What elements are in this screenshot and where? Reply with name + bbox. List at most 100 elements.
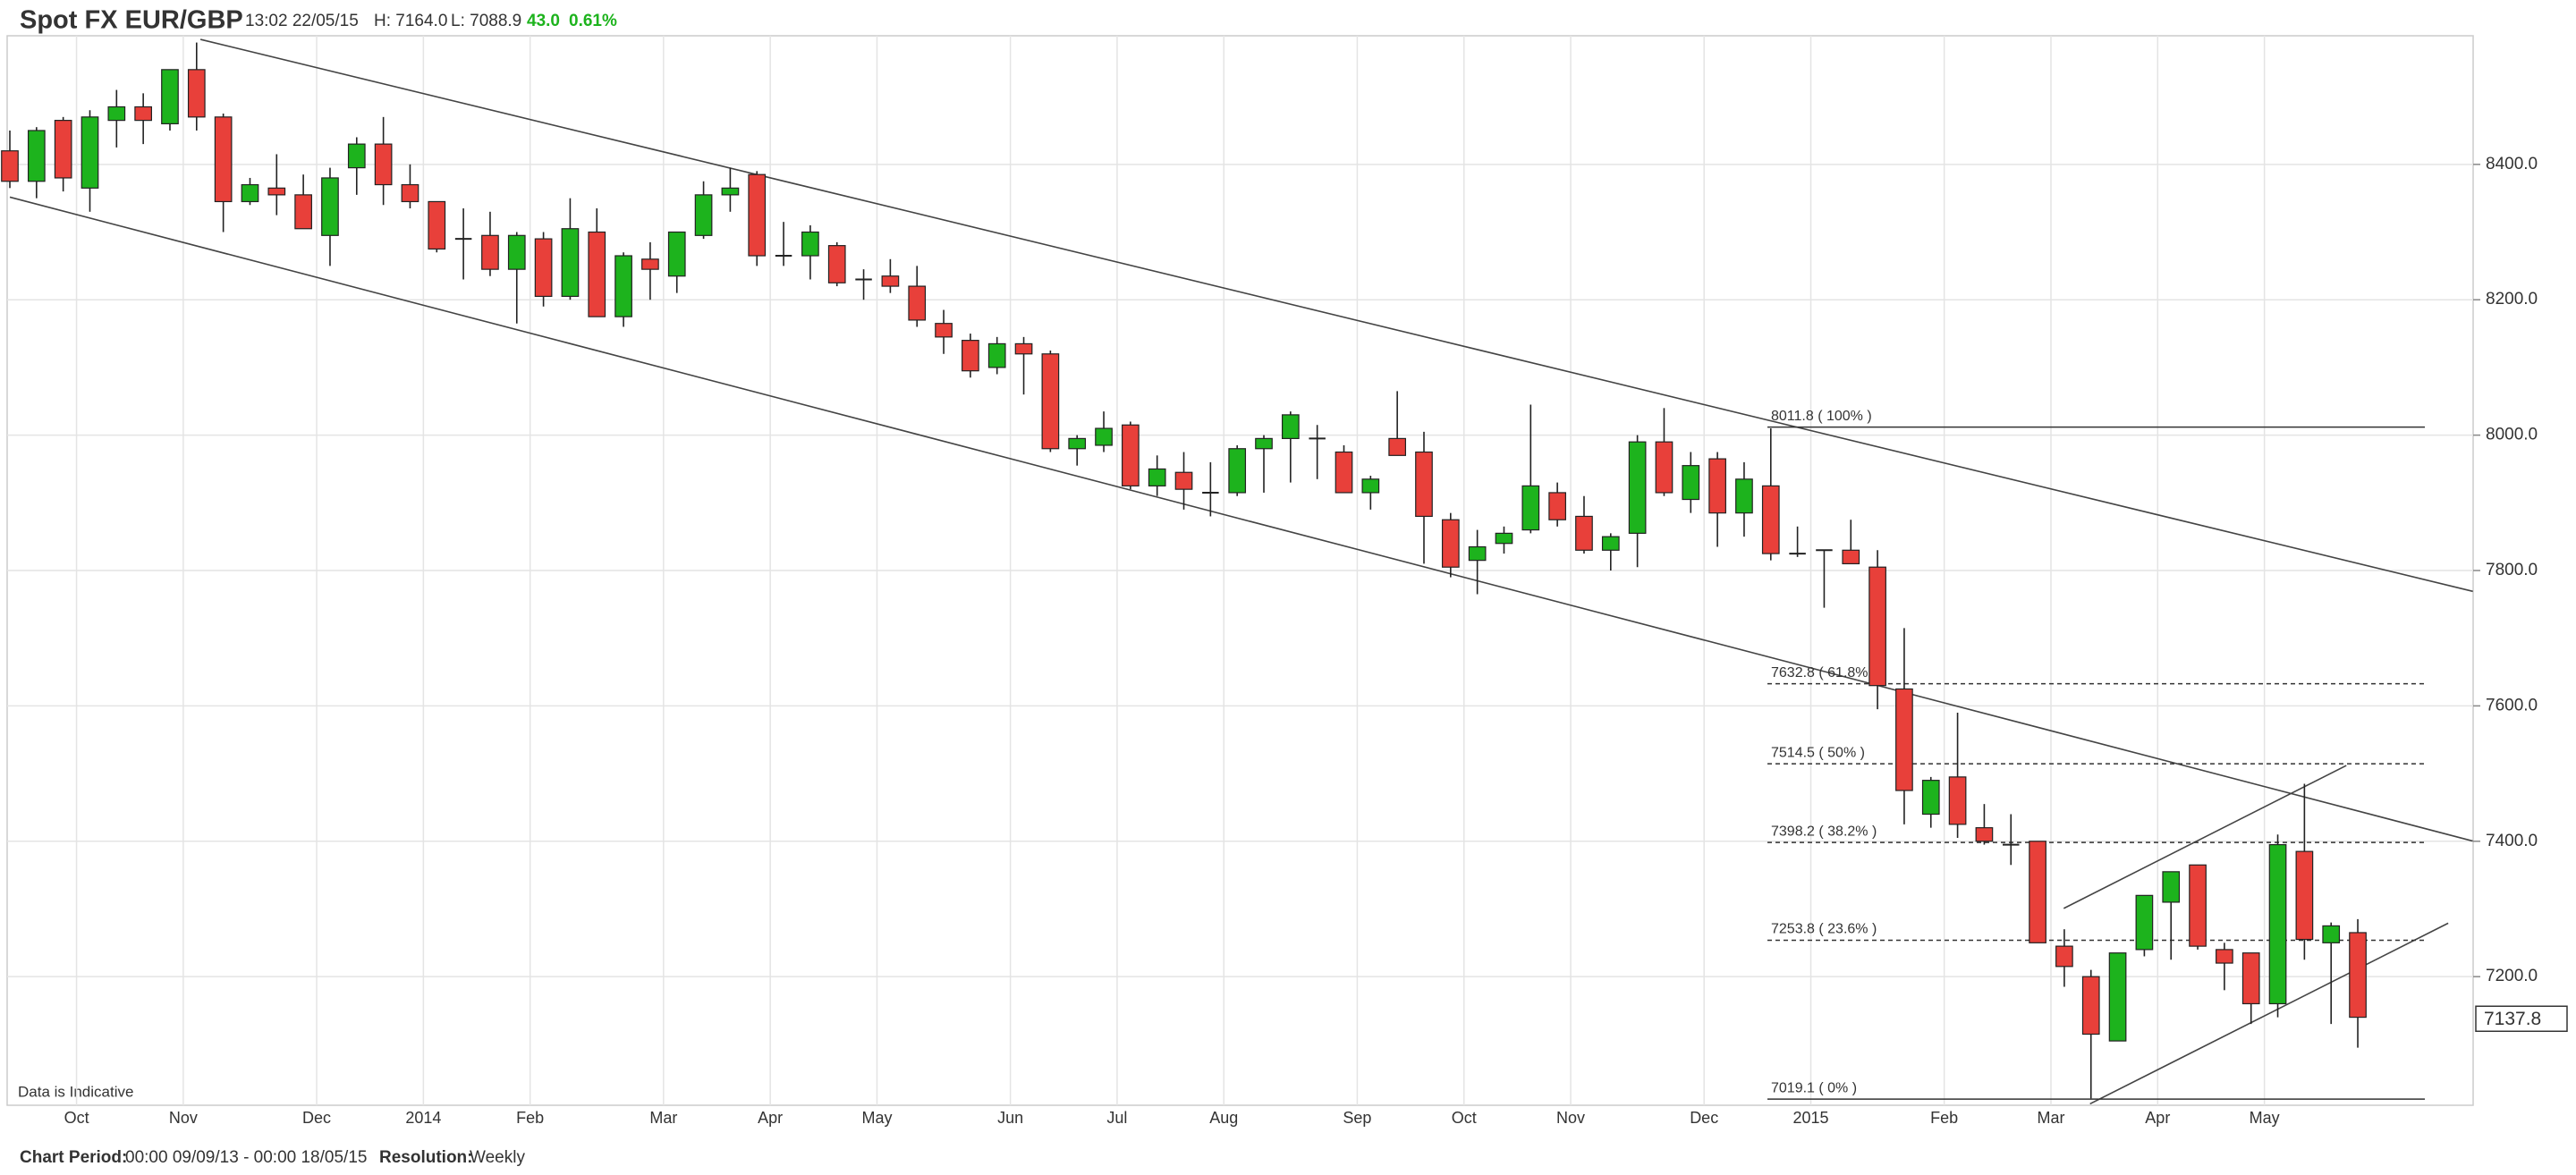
x-tick-label: Oct: [64, 1109, 89, 1127]
chart-title: Spot FX EUR/GBP: [20, 6, 243, 35]
candle-body: [1281, 414, 1300, 439]
low-label: L: 7088.9: [451, 12, 521, 30]
y-tick-label: 8000.0: [2486, 426, 2538, 444]
candle-body: [987, 342, 1006, 368]
candle-body: [1975, 827, 1994, 842]
candle-body: [721, 187, 740, 196]
candle-body: [1628, 441, 1647, 534]
candle-body: [588, 231, 606, 317]
candle-body: [1495, 532, 1513, 545]
candle-body: [2189, 864, 2207, 947]
x-tick-label: Jun: [997, 1109, 1023, 1127]
x-tick-label: Nov: [169, 1109, 198, 1127]
candle-body: [187, 69, 206, 118]
y-tick-label: 7600.0: [2486, 696, 2538, 714]
y-tick-label: 7400.0: [2486, 832, 2538, 850]
candle-body: [1255, 437, 1273, 450]
candle-body: [801, 231, 819, 257]
y-tick-label: 8200.0: [2486, 290, 2538, 309]
x-tick-label: Apr: [2145, 1109, 2170, 1127]
candle-body: [1441, 519, 1460, 568]
change: 43.0: [527, 12, 560, 30]
trend-line: [2063, 765, 2347, 909]
x-tick-label: May: [861, 1109, 892, 1127]
candle-body: [2241, 952, 2260, 1005]
candle-body: [908, 285, 927, 321]
x-tick-label: Oct: [1452, 1109, 1477, 1127]
x-tick-label: 2015: [1793, 1109, 1829, 1127]
trend-line: [199, 38, 2473, 593]
candle-body: [1842, 549, 1860, 565]
candle-body: [1735, 478, 1753, 514]
candle-body: [561, 228, 580, 298]
x-tick-label: Feb: [1930, 1109, 1958, 1127]
candle-body: [1601, 536, 1620, 551]
candle-body: [1415, 451, 1433, 518]
candle-body: [2349, 932, 2367, 1019]
candle-body: [161, 69, 179, 125]
candle-body: [1468, 545, 1487, 562]
candle-body: [2029, 841, 2046, 943]
candle-body: [1895, 688, 1913, 791]
candle-body: [2081, 976, 2100, 1036]
candle-body: [401, 183, 419, 203]
resolution: Weekly: [470, 1148, 525, 1167]
candle-body: [1, 150, 19, 182]
y-tick-label: 7200.0: [2486, 967, 2538, 985]
candle-body: [534, 238, 553, 298]
candle-body: [1548, 492, 1566, 520]
fib-label: 7514.5 ( 50% ): [1771, 745, 1865, 760]
candle-body: [374, 143, 393, 186]
candle-body: [881, 275, 900, 287]
candle-body: [1148, 468, 1166, 486]
candle-body: [80, 116, 99, 189]
fib-label: 8011.8 ( 100% ): [1771, 409, 1872, 424]
candle-body: [267, 187, 286, 196]
period: 00:00 09/09/13 - 00:00 18/05/15: [125, 1148, 367, 1167]
candle-body: [694, 194, 713, 236]
fib-label: 7398.2 ( 38.2% ): [1771, 824, 1877, 839]
candle-body: [1361, 478, 1380, 494]
candle-body: [54, 120, 72, 179]
x-tick-label: Dec: [1690, 1109, 1718, 1127]
candle-body: [214, 116, 233, 203]
candle-body: [1122, 424, 1140, 486]
candle-body: [1921, 780, 1940, 816]
candle-body: [2055, 945, 2073, 968]
x-tick-label: May: [2250, 1109, 2280, 1127]
candle-body: [321, 177, 339, 236]
candle-body: [1228, 448, 1247, 494]
x-tick-label: Mar: [649, 1109, 677, 1127]
candle-body: [1708, 458, 1726, 514]
candle-body: [2135, 894, 2154, 951]
candle-body: [1948, 776, 1967, 825]
candle-body: [1014, 342, 1033, 355]
candle-body: [2162, 871, 2181, 903]
x-tick-label: Dec: [302, 1109, 331, 1127]
x-tick-label: 2014: [405, 1109, 441, 1127]
candle-body: [1041, 353, 1060, 450]
candle-body: [347, 143, 366, 169]
candle-body: [2322, 925, 2341, 943]
x-tick-label: Sep: [1343, 1109, 1371, 1127]
x-tick-label: Nov: [1556, 1109, 1585, 1127]
candle-body: [2216, 949, 2233, 964]
candle-body: [1761, 485, 1780, 554]
y-tick-label: 8400.0: [2486, 155, 2538, 173]
trend-line: [9, 196, 2473, 842]
x-tick-label: Feb: [516, 1109, 544, 1127]
candle-body: [935, 323, 953, 338]
candle-body: [1655, 441, 1674, 494]
fib-label: 7632.8 ( 61.8% ): [1771, 665, 1877, 680]
candle-body: [241, 183, 259, 203]
candle-body: [134, 106, 152, 122]
candle-body: [2295, 850, 2314, 941]
resolution-label: Resolution:: [379, 1148, 473, 1167]
candle-body: [667, 231, 686, 277]
candle-body: [1682, 465, 1700, 501]
candle-body: [428, 200, 446, 250]
candle-body: [107, 106, 126, 122]
candle-body: [748, 173, 767, 257]
